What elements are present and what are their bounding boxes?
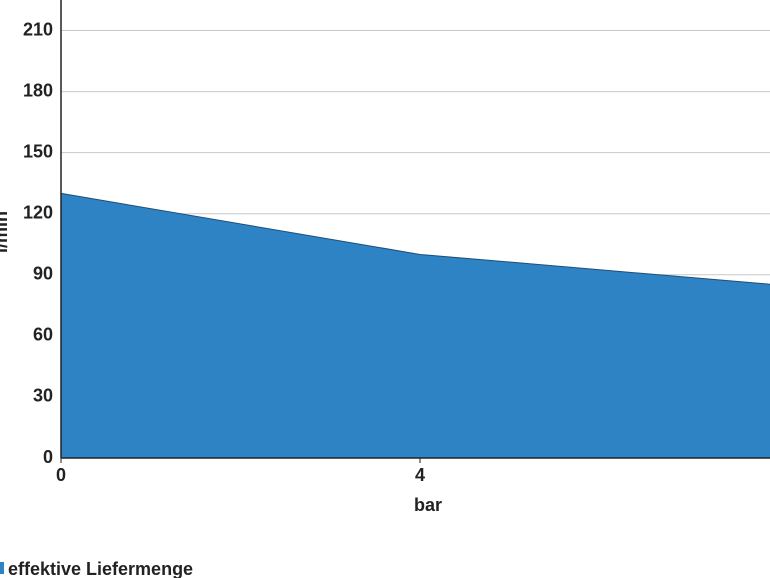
x-axis-label: bar [414,495,442,515]
y-tick-label: 90 [33,264,53,284]
y-tick-label: 120 [23,202,53,222]
y-tick-label: 210 [23,19,53,39]
legend-label: effektive Liefermenge [8,559,193,578]
y-axis-label: l/min [0,211,11,253]
y-tick-label: 60 [33,325,53,345]
y-tick-label: 180 [23,80,53,100]
x-tick-label: 0 [56,465,66,485]
legend-swatch [0,562,4,574]
area [60,192,770,459]
x-tick-label: 4 [415,465,425,485]
y-tick-label: 0 [43,447,53,467]
y-tick-label: 30 [33,386,53,406]
y-tick-label: 150 [23,141,53,161]
